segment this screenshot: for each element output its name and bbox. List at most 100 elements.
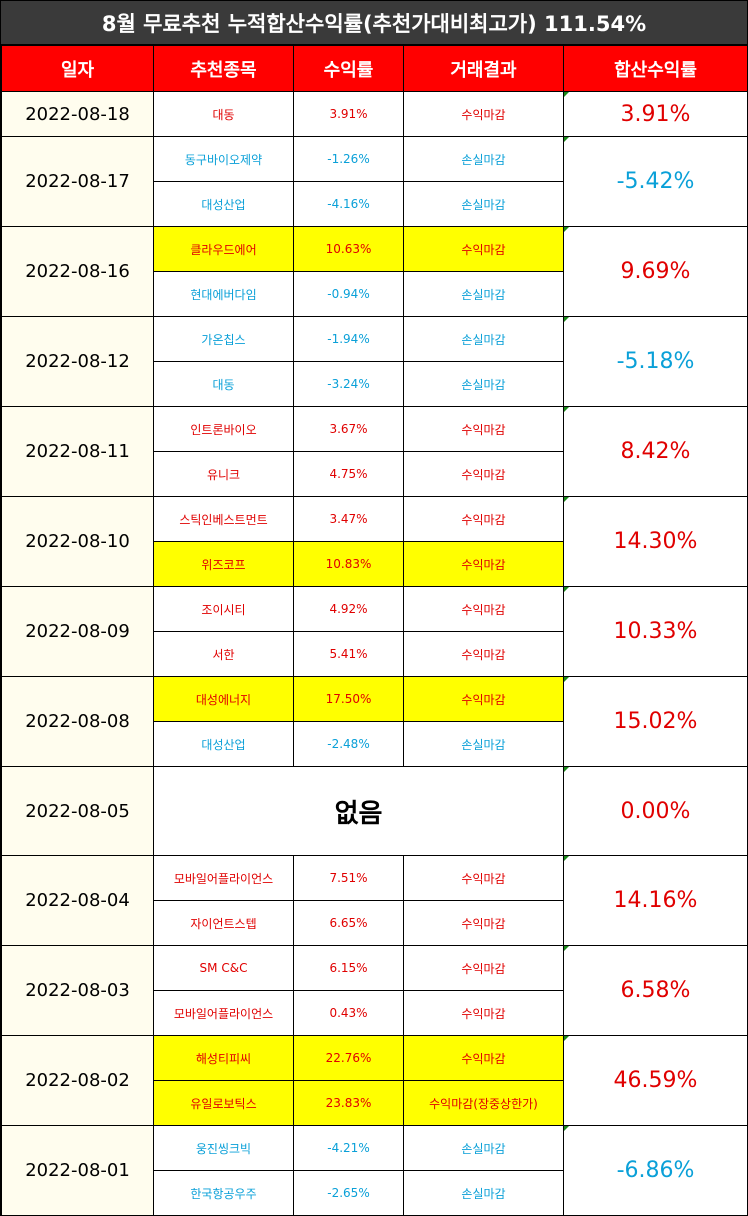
date-cell: 2022-08-05 <box>1 766 154 856</box>
total-return-cell: 9.69% <box>563 226 748 317</box>
total-return-cell: -6.86% <box>563 1125 748 1216</box>
total-return-cell: 0.00% <box>563 766 748 856</box>
total-return-cell: 8.42% <box>563 406 748 497</box>
result-cell: 수익마감 <box>403 900 564 946</box>
total-return-cell: 14.30% <box>563 496 748 587</box>
stock-name-cell: 대성산업 <box>153 181 294 227</box>
returns-table: 일자 추천종목 수익률 거래결과 합산수익률 2022-08-18 대동 3.91%… <box>1 45 748 1216</box>
stock-name-cell: 해성티피씨 <box>153 1035 294 1081</box>
stock-name-cell: 인트론바이오 <box>153 406 294 452</box>
stock-name-cell: 동구바이오제약 <box>153 136 294 182</box>
rate-cell: 6.15% <box>293 945 404 991</box>
result-cell: 수익마감 <box>403 586 564 632</box>
table-body: 2022-08-18 대동 3.91% 수익마감 3.91% 2022-08-17 동구바이… <box>1 91 748 1216</box>
rate-cell: -2.48% <box>293 721 404 767</box>
header-total: 합산수익률 <box>563 45 748 92</box>
stock-name-cell: 웅진씽크빅 <box>153 1125 294 1171</box>
total-return-cell: 46.59% <box>563 1035 748 1126</box>
date-cell: 2022-08-18 <box>1 91 154 137</box>
result-cell: 수익마감 <box>403 541 564 587</box>
date-cell: 2022-08-01 <box>1 1125 154 1216</box>
stock-name-cell: SM C&C <box>153 945 294 991</box>
rate-cell: -4.21% <box>293 1125 404 1171</box>
stock-name-cell: 현대에버다임 <box>153 271 294 317</box>
total-return-cell: -5.18% <box>563 316 748 407</box>
result-cell: 수익마감 <box>403 945 564 991</box>
total-return-cell: 15.02% <box>563 676 748 767</box>
result-cell: 수익마감(장중상한가) <box>403 1080 564 1126</box>
result-cell: 손실마감 <box>403 136 564 182</box>
rate-cell: 4.75% <box>293 451 404 497</box>
header-result: 거래결과 <box>403 45 564 92</box>
table-row: 대동 -3.24% 손실마감 <box>2 361 748 407</box>
rate-cell: -1.26% <box>293 136 404 182</box>
result-cell: 수익마감 <box>403 496 564 542</box>
rate-cell: -4.16% <box>293 181 404 227</box>
table-row: 현대에버다임 -0.94% 손실마감 <box>2 271 748 317</box>
rate-cell: 7.51% <box>293 855 404 901</box>
date-cell: 2022-08-16 <box>1 226 154 317</box>
stock-name-cell: 대성산업 <box>153 721 294 767</box>
header-rate: 수익률 <box>293 45 404 92</box>
header-row: 일자 추천종목 수익률 거래결과 합산수익률 <box>1 45 748 92</box>
total-return-cell: 10.33% <box>563 586 748 677</box>
table-row: 2022-08-09 조이시티 4.92% 수익마감 10.33% <box>1 586 748 677</box>
rate-cell: 4.92% <box>293 586 404 632</box>
stock-name-cell: 가온칩스 <box>153 316 294 362</box>
result-cell: 수익마감 <box>403 91 564 137</box>
table-row: 2022-08-02 해성티피씨 22.76% 수익마감 46.59% <box>1 1035 748 1126</box>
header-date: 일자 <box>1 45 154 92</box>
date-cell: 2022-08-11 <box>1 406 154 497</box>
total-return-cell: 14.16% <box>563 855 748 946</box>
result-cell: 수익마감 <box>403 1035 564 1081</box>
date-cell: 2022-08-02 <box>1 1035 154 1126</box>
stock-name-cell: 자이언트스텝 <box>153 900 294 946</box>
rate-cell: 3.47% <box>293 496 404 542</box>
table-row: 대성산업 -2.48% 손실마감 <box>2 721 748 767</box>
table-row: 2022-08-16 클라우드에어 10.63% 수익마감 9.69% <box>1 226 748 317</box>
stock-name-cell: 스틱인베스트먼트 <box>153 496 294 542</box>
result-cell: 수익마감 <box>403 855 564 901</box>
rate-cell: -0.94% <box>293 271 404 317</box>
total-return-cell: -5.42% <box>563 136 748 227</box>
stock-name-cell: 유니크 <box>153 451 294 497</box>
table-row: 2022-08-10 스틱인베스트먼트 3.47% 수익마감 14.30% <box>1 496 748 587</box>
table-row: 2022-08-08 대성에너지 17.50% 수익마감 15.02% <box>1 676 748 767</box>
rate-cell: 10.63% <box>293 226 404 272</box>
table-row: 2022-08-11 인트론바이오 3.67% 수익마감 8.42% <box>1 406 748 497</box>
result-cell: 수익마감 <box>403 451 564 497</box>
rate-cell: 17.50% <box>293 676 404 722</box>
table-row: 2022-08-17 동구바이오제약 -1.26% 손실마감 -5.42% <box>1 136 748 227</box>
date-cell: 2022-08-04 <box>1 855 154 946</box>
table-row: 2022-08-01 웅진씽크빅 -4.21% 손실마감 -6.86% <box>1 1125 748 1216</box>
page-title: 8월 무료추천 누적합산수익률(추천가대비최고가) 111.54% <box>1 1 747 45</box>
table-row: 위즈코프 10.83% 수익마감 <box>2 541 748 587</box>
date-cell: 2022-08-10 <box>1 496 154 587</box>
stock-name-cell: 조이시티 <box>153 586 294 632</box>
result-cell: 손실마감 <box>403 181 564 227</box>
date-cell: 2022-08-09 <box>1 586 154 677</box>
result-cell: 손실마감 <box>403 271 564 317</box>
table-row: 유니크 4.75% 수익마감 <box>2 451 748 497</box>
result-cell: 손실마감 <box>403 1125 564 1171</box>
stock-name-cell: 서한 <box>153 631 294 677</box>
stock-name-cell: 대성에너지 <box>153 676 294 722</box>
result-cell: 손실마감 <box>403 721 564 767</box>
rate-cell: 5.41% <box>293 631 404 677</box>
rate-cell: 3.91% <box>293 91 404 137</box>
rate-cell: 10.83% <box>293 541 404 587</box>
table-row: 서한 5.41% 수익마감 <box>2 631 748 677</box>
result-cell: 수익마감 <box>403 631 564 677</box>
rate-cell: -1.94% <box>293 316 404 362</box>
date-cell: 2022-08-12 <box>1 316 154 407</box>
header-stock: 추천종목 <box>153 45 294 92</box>
date-cell: 2022-08-03 <box>1 945 154 1036</box>
stock-name-cell: 클라우드에어 <box>153 226 294 272</box>
stock-name-cell: 대동 <box>153 91 294 137</box>
table-row: 모바일어플라이언스 0.43% 수익마감 <box>2 990 748 1036</box>
result-cell: 수익마감 <box>403 990 564 1036</box>
rate-cell: 3.67% <box>293 406 404 452</box>
result-cell: 수익마감 <box>403 676 564 722</box>
result-cell: 손실마감 <box>403 361 564 407</box>
